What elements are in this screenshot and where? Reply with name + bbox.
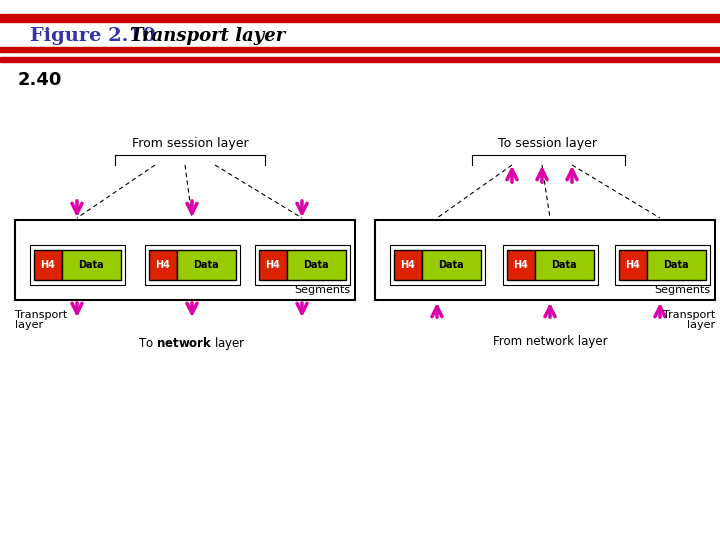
Text: H4: H4 <box>40 260 55 270</box>
Text: H4: H4 <box>513 260 528 270</box>
Bar <box>507 250 535 280</box>
Text: To $\bf{network}$ layer: To $\bf{network}$ layer <box>138 335 246 352</box>
Text: Data: Data <box>438 260 464 270</box>
Text: Segments: Segments <box>654 285 710 295</box>
Bar <box>0 47 720 52</box>
Text: Transport: Transport <box>15 310 67 320</box>
Bar <box>0 14 720 22</box>
Text: From network layer: From network layer <box>492 335 607 348</box>
Text: From session layer: From session layer <box>132 137 248 150</box>
Bar <box>255 245 350 285</box>
Text: H4: H4 <box>626 260 640 270</box>
Bar <box>259 250 287 280</box>
Bar <box>0 57 720 62</box>
Text: Data: Data <box>194 260 219 270</box>
Text: layer: layer <box>15 320 43 330</box>
Text: Transport: Transport <box>662 310 715 320</box>
Bar <box>34 250 62 280</box>
FancyBboxPatch shape <box>15 220 355 300</box>
Text: Data: Data <box>552 260 577 270</box>
Bar <box>30 245 125 285</box>
Bar <box>287 250 346 280</box>
Bar <box>503 245 598 285</box>
FancyBboxPatch shape <box>375 220 715 300</box>
Text: layer: layer <box>687 320 715 330</box>
Bar <box>535 250 594 280</box>
Text: Data: Data <box>304 260 329 270</box>
Text: H4: H4 <box>400 260 415 270</box>
Text: To session layer: To session layer <box>498 137 598 150</box>
Bar <box>149 250 177 280</box>
Text: Transport layer: Transport layer <box>130 27 285 45</box>
Text: 2.40: 2.40 <box>18 71 63 89</box>
Text: Segments: Segments <box>294 285 350 295</box>
Bar <box>145 245 240 285</box>
Bar <box>62 250 121 280</box>
Bar <box>619 250 647 280</box>
Text: Data: Data <box>664 260 689 270</box>
Text: H4: H4 <box>156 260 171 270</box>
Bar <box>422 250 481 280</box>
Text: H4: H4 <box>266 260 280 270</box>
Bar <box>394 250 422 280</box>
Text: Figure 2.10: Figure 2.10 <box>30 27 156 45</box>
Text: Data: Data <box>78 260 104 270</box>
Bar <box>177 250 236 280</box>
Bar <box>615 245 710 285</box>
Bar <box>390 245 485 285</box>
Bar <box>647 250 706 280</box>
